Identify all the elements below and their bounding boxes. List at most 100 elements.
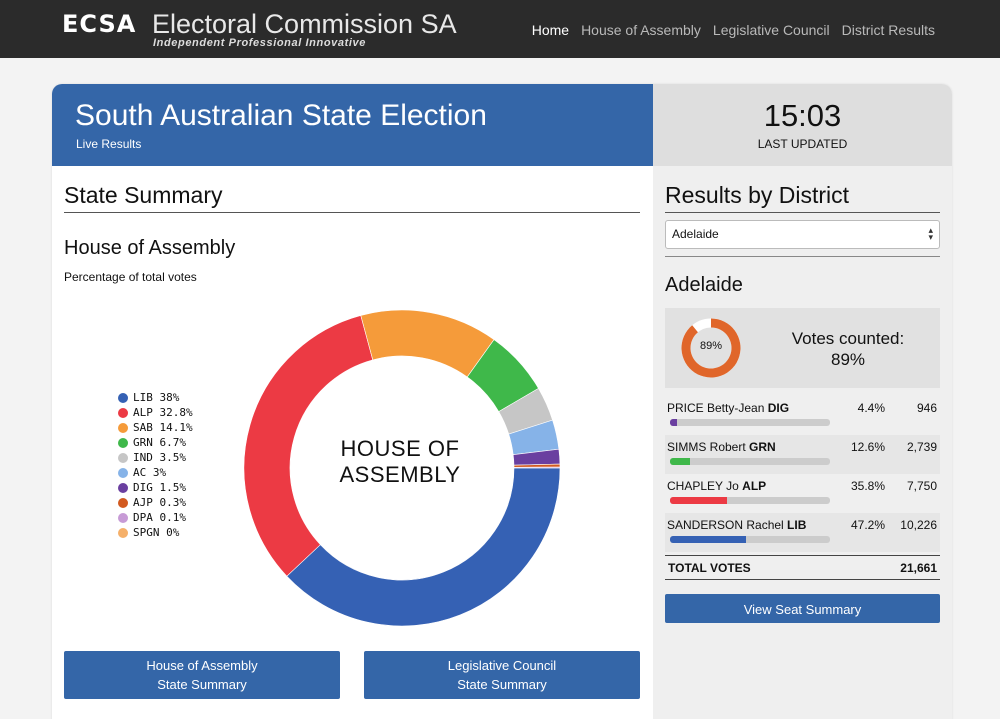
chart-caption: Percentage of total votes	[64, 270, 197, 284]
candidate-row: PRICE Betty-Jean DIG 4.4% 946	[665, 396, 940, 435]
view-seat-summary-button[interactable]: View Seat Summary	[665, 594, 940, 623]
candidate-bar-track	[670, 536, 830, 543]
legend-label: LIB 38%	[133, 391, 180, 404]
candidate-name: SANDERSON Rachel LIB	[667, 518, 806, 532]
legend-label: AJP 0.3%	[133, 496, 186, 509]
candidate-party: GRN	[749, 440, 776, 454]
nav-district-results[interactable]: District Results	[841, 22, 935, 38]
donut-slice-sab[interactable]	[360, 309, 495, 378]
legend-item-dpa[interactable]: DPA 0.1%	[118, 510, 193, 525]
candidate-name: CHAPLEY Jo ALP	[667, 479, 766, 493]
last-updated-label: LAST UPDATED	[757, 137, 848, 151]
house-of-assembly-heading: House of Assembly	[64, 237, 236, 259]
legend-swatch	[118, 467, 128, 478]
legend-item-ac[interactable]: AC 3%	[118, 465, 193, 480]
legend-label: GRN 6.7%	[133, 436, 186, 449]
candidate-bar-track	[670, 419, 830, 426]
candidate-votes: 7,750	[906, 479, 937, 493]
candidate-full-name: SIMMS Robert	[667, 440, 750, 454]
legend-item-dig[interactable]: DIG 1.5%	[118, 480, 193, 495]
votes-counted-text: Votes counted: 89%	[763, 328, 933, 370]
candidate-votes: 2,739	[906, 440, 937, 454]
donut-center-line2: ASSEMBLY	[339, 462, 461, 487]
legend-label: AC 3%	[133, 466, 167, 479]
donut-slice-dpa[interactable]	[513, 466, 561, 469]
legend-item-spgn[interactable]: SPGN 0%	[118, 525, 193, 540]
votes-counted-box: 89% Votes counted: 89%	[665, 308, 940, 388]
legend-swatch	[118, 497, 128, 508]
total-votes-row: TOTAL VOTES 21,661	[665, 555, 940, 580]
candidate-votes: 946	[916, 401, 937, 415]
candidate-row: SANDERSON Rachel LIB 47.2% 10,226	[665, 513, 940, 552]
votes-counted-value: 89%	[830, 350, 866, 369]
legend-item-lib[interactable]: LIB 38%	[118, 390, 193, 405]
candidate-bar-track	[670, 497, 830, 504]
legend-item-alp[interactable]: ALP 32.8%	[118, 405, 193, 420]
candidate-bar-fill	[670, 536, 746, 543]
legend-swatch	[118, 392, 128, 403]
nav-legislative-council[interactable]: Legislative Council	[712, 22, 830, 38]
legend-item-ind[interactable]: IND 3.5%	[118, 450, 193, 465]
nav-home[interactable]: Home	[531, 22, 570, 38]
candidate-name: SIMMS Robert GRN	[667, 440, 776, 454]
page-subtitle: Live Results	[76, 137, 142, 151]
divider	[665, 212, 940, 213]
brand-logo[interactable]: ECSA	[62, 10, 137, 38]
chart-legend: LIB 38% ALP 32.8% SAB 14.1% GRN 6.7% IND 3.5…	[118, 390, 193, 540]
divider	[665, 256, 940, 257]
button-label-line1: House of Assembly	[146, 658, 258, 673]
total-votes-value: 21,661	[900, 561, 937, 575]
state-summary-heading: State Summary	[64, 182, 223, 208]
main-nav: Home House of Assembly Legislative Counc…	[532, 22, 935, 38]
votes-counted-label: Votes counted:	[791, 329, 905, 348]
district-select[interactable]: Adelaide ▴ ▾	[665, 220, 940, 249]
candidate-party: LIB	[787, 518, 807, 532]
donut-slice-lib[interactable]	[286, 467, 561, 627]
brand-tagline: Independent Professional Innovative	[153, 37, 366, 49]
button-label-line2: State Summary	[457, 677, 547, 692]
updown-chevron-icon: ▴ ▾	[928, 225, 933, 242]
legend-item-ajp[interactable]: AJP 0.3%	[118, 495, 193, 510]
district-select-value: Adelaide	[672, 227, 719, 241]
legend-item-sab[interactable]: SAB 14.1%	[118, 420, 193, 435]
candidate-bar-fill	[670, 497, 728, 504]
divider	[64, 212, 640, 213]
candidate-full-name: PRICE Betty-Jean	[667, 401, 768, 415]
candidate-row: CHAPLEY Jo ALP 35.8% 7,750	[665, 474, 940, 513]
legend-swatch	[118, 452, 128, 463]
legend-swatch	[118, 437, 128, 448]
button-label-line1: Legislative Council	[447, 658, 557, 673]
legend-swatch	[118, 512, 128, 523]
candidate-party: ALP	[742, 479, 767, 493]
results-card: South Australian State Election Live Res…	[52, 84, 952, 719]
lc-state-summary-button[interactable]: Legislative Council State Summary	[364, 651, 640, 699]
legend-label: SAB 14.1%	[133, 421, 193, 434]
candidate-full-name: SANDERSON Rachel	[667, 518, 788, 532]
legend-swatch	[118, 422, 128, 433]
donut-center-label: HOUSE OF ASSEMBLY	[300, 436, 500, 488]
legend-swatch	[118, 527, 128, 538]
candidate-votes: 10,226	[900, 518, 937, 532]
brand-title[interactable]: Electoral Commission SA	[152, 9, 457, 39]
hoa-state-summary-button[interactable]: House of Assembly State Summary	[64, 651, 340, 699]
legend-swatch	[118, 407, 128, 418]
legend-swatch	[118, 482, 128, 493]
candidate-percent: 12.6%	[850, 440, 885, 454]
ring-progress	[681, 318, 741, 378]
button-label-line2: State Summary	[157, 677, 247, 692]
legend-label: ALP 32.8%	[133, 406, 193, 419]
nav-house-of-assembly[interactable]: House of Assembly	[581, 22, 701, 38]
donut-slice-alp[interactable]	[243, 315, 374, 577]
top-navbar: ECSA Electoral Commission SA Independent…	[0, 0, 1000, 58]
legend-item-grn[interactable]: GRN 6.7%	[118, 435, 193, 450]
candidate-percent: 35.8%	[850, 479, 885, 493]
legend-label: DPA 0.1%	[133, 511, 186, 524]
last-updated-panel: 15:03 LAST UPDATED	[653, 84, 952, 166]
legend-label: DIG 1.5%	[133, 481, 186, 494]
legend-label: IND 3.5%	[133, 451, 186, 464]
page-title: South Australian State Election	[75, 99, 487, 132]
hero-banner: South Australian State Election Live Res…	[52, 84, 653, 166]
candidate-row: SIMMS Robert GRN 12.6% 2,739	[665, 435, 940, 474]
donut-center-line1: HOUSE OF	[340, 436, 460, 461]
candidate-party: DIG	[767, 401, 790, 415]
